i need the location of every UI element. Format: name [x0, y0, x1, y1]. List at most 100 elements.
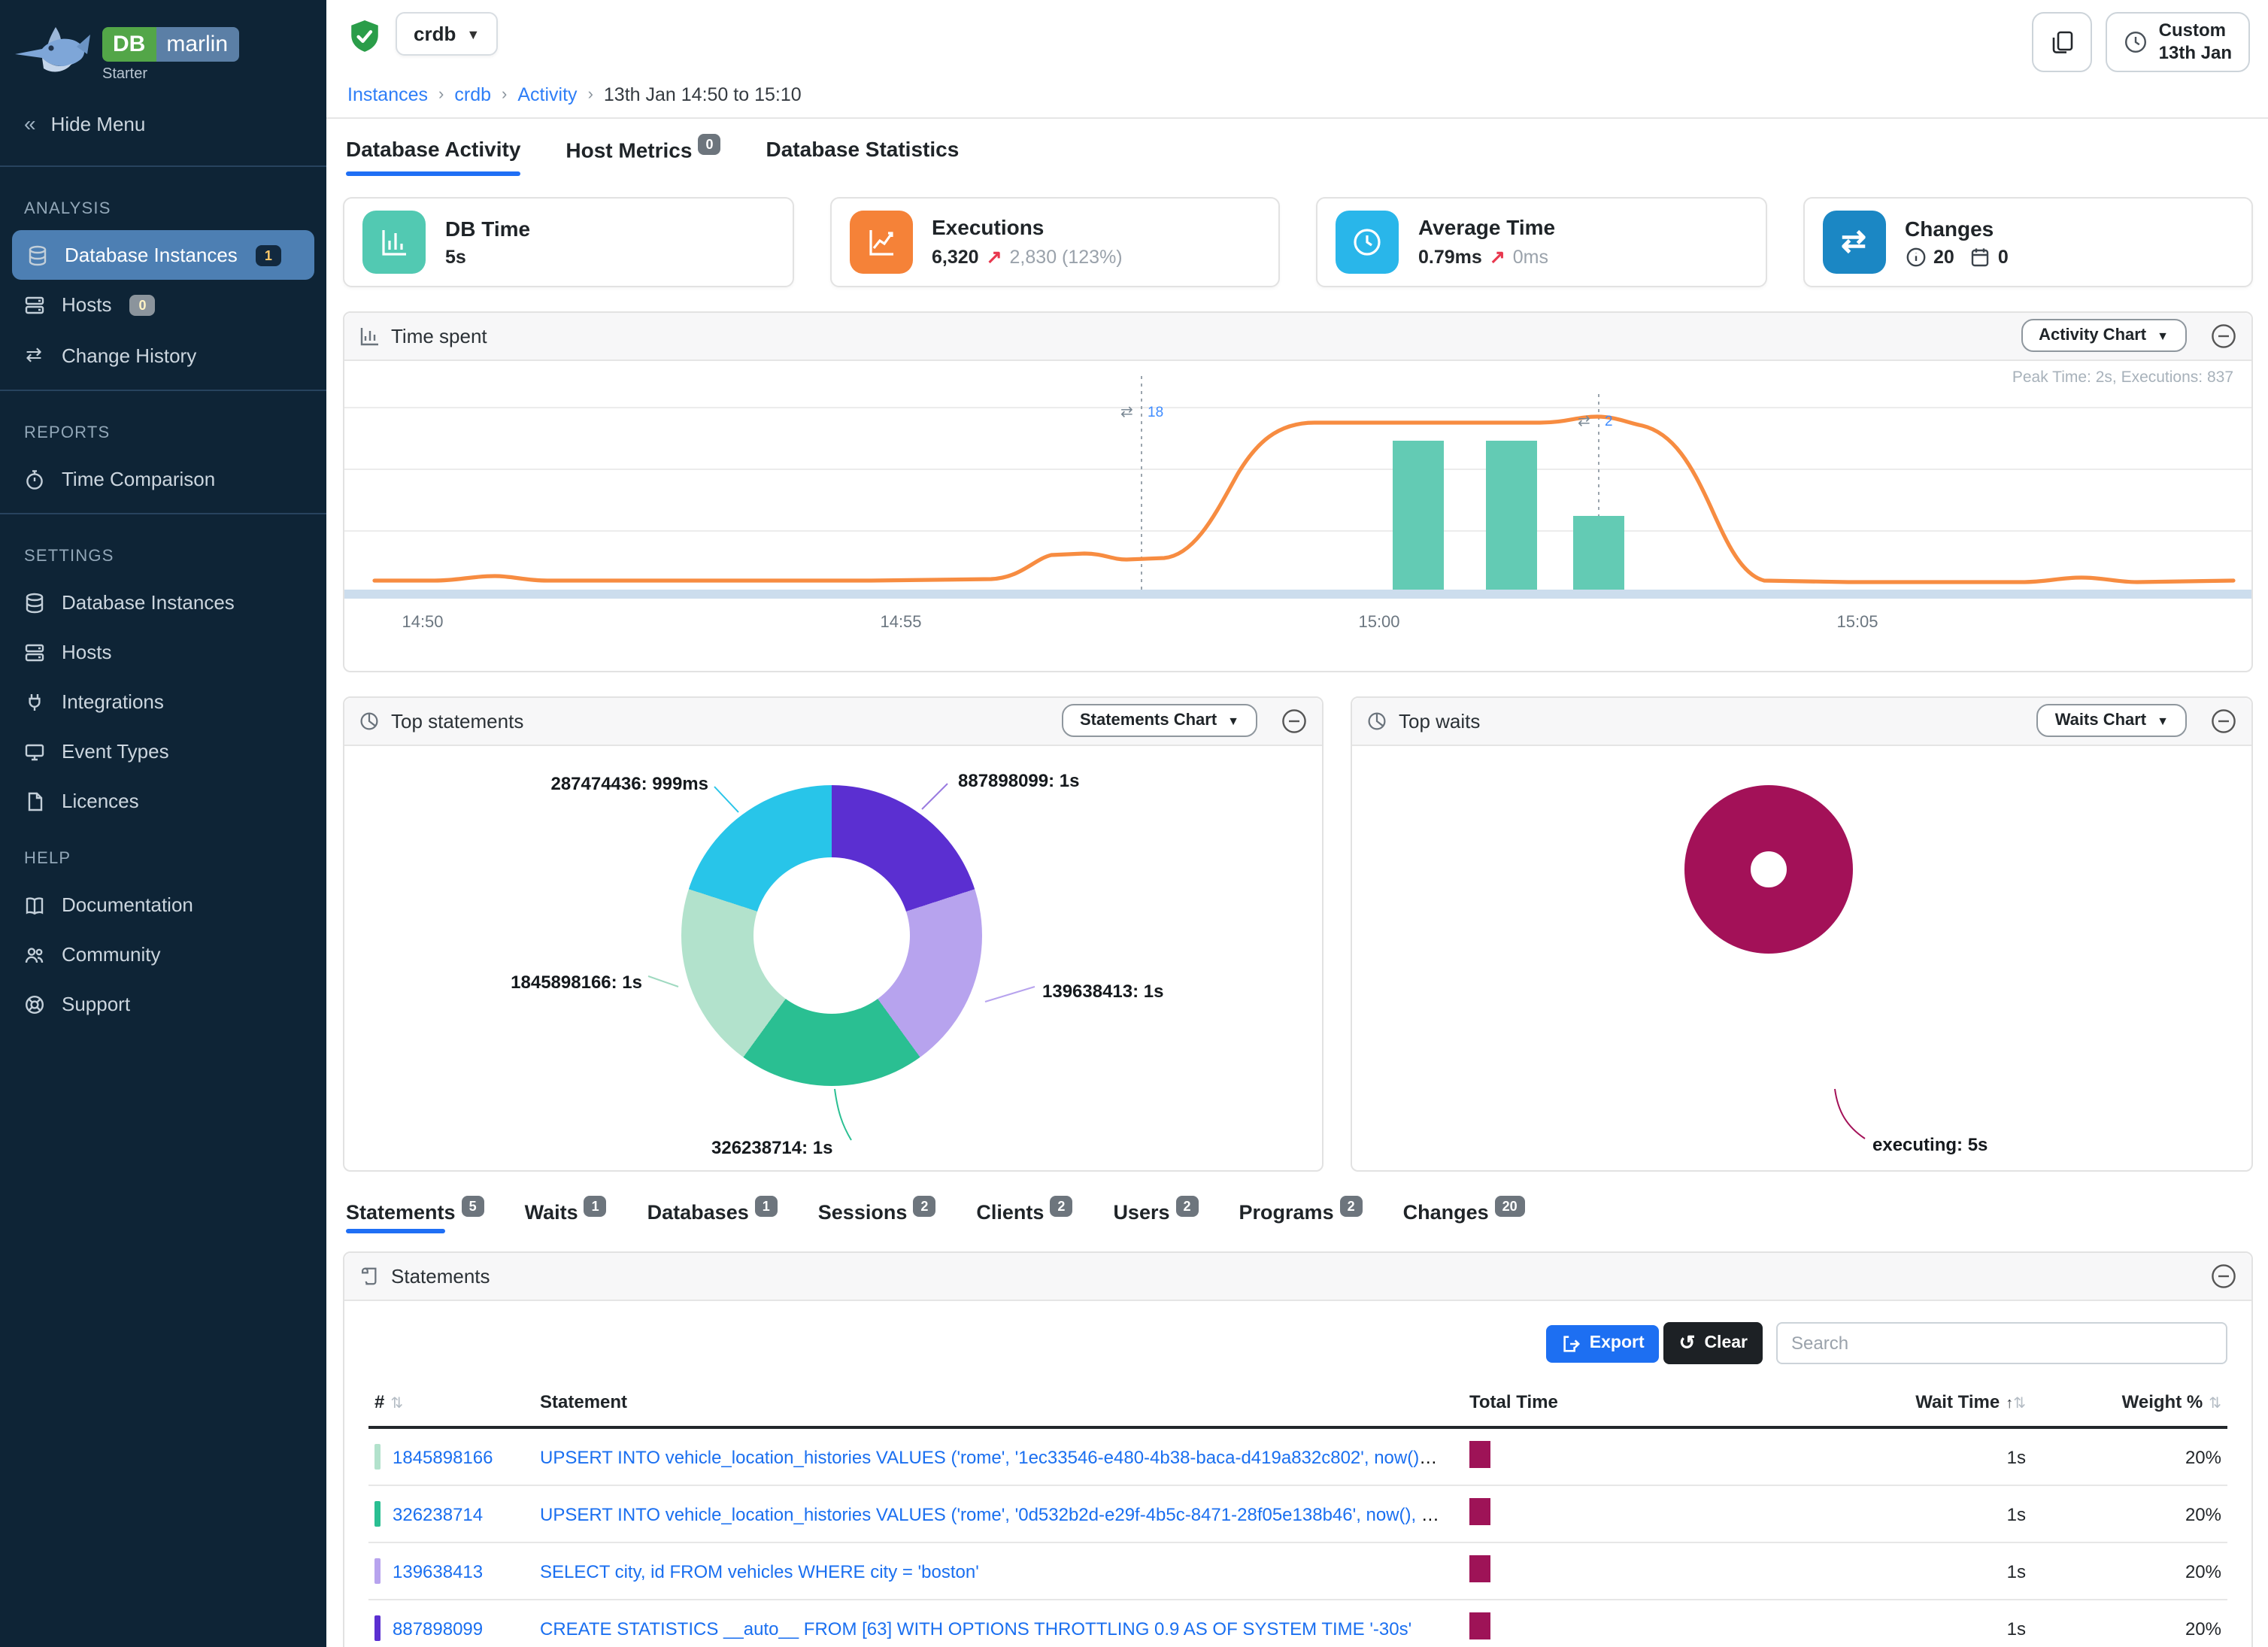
sidebar-item-database-instances[interactable]: Database Instances 1 — [12, 230, 314, 280]
tab-database-statistics[interactable]: Database Statistics — [766, 137, 960, 161]
sidebar-item-label: Database Instances — [62, 591, 235, 614]
statement-sql-link[interactable]: CREATE STATISTICS __auto__ FROM [63] WIT… — [540, 1618, 1412, 1639]
peak-note: Peak Time: 2s, Executions: 837 — [2012, 368, 2233, 385]
sidebar-item-label: Documentation — [62, 893, 193, 916]
sidebar-item-change-history[interactable]: ⇄ Change History — [0, 329, 326, 381]
people-icon — [21, 944, 47, 965]
hide-menu-button[interactable]: « Hide Menu — [0, 90, 326, 156]
event-bar[interactable] — [1573, 515, 1624, 590]
sidebar-item-hosts[interactable]: Hosts 0 — [0, 280, 326, 329]
activity-chart-selector[interactable]: Activity Chart ▼ — [2021, 319, 2187, 353]
statement-sql-link[interactable]: UPSERT INTO vehicle_location_histories V… — [540, 1446, 1469, 1468]
weight-value: 20% — [2185, 1618, 2221, 1639]
sidebar-item-settings-hosts[interactable]: Hosts — [0, 627, 326, 677]
statement-id-link[interactable]: 1845898166 — [393, 1447, 493, 1469]
sort-icon: ⇅ — [2209, 1396, 2221, 1413]
sidebar-item-integrations[interactable]: Integrations — [0, 677, 326, 726]
statement-sql-link[interactable]: SELECT city, id FROM vehicles WHERE city… — [540, 1561, 979, 1582]
clear-button[interactable]: ↺ Clear — [1663, 1322, 1763, 1365]
tab-database-activity[interactable]: Database Activity — [346, 137, 521, 175]
copy-icon — [2053, 31, 2073, 53]
collapse-icon: « — [24, 111, 36, 135]
time-spent-chart[interactable]: Peak Time: 2s, Executions: 837 ⇄ 18 ⇄ 2 — [344, 360, 2251, 670]
waits-donut-chart: executing: 5s — [1352, 745, 2251, 1169]
breadcrumb-range: 13th Jan 14:50 to 15:10 — [603, 84, 802, 105]
search-input[interactable] — [1776, 1322, 2227, 1365]
col-num[interactable]: # ⇅ — [374, 1391, 404, 1413]
statement-color-chip — [374, 1501, 381, 1527]
tab-badge: 1 — [584, 1195, 607, 1217]
weight-value: 20% — [2185, 1561, 2221, 1582]
breadcrumb-instances[interactable]: Instances — [347, 84, 429, 105]
server-icon — [21, 642, 47, 663]
tab-host-metrics[interactable]: Host Metrics 0 — [565, 134, 721, 175]
sidebar-item-label: Database Instances — [65, 244, 238, 266]
statements-donut[interactable] — [681, 784, 982, 1086]
tab-programs[interactable]: Programs 2 — [1239, 1195, 1363, 1233]
main-tabs: Database Activity Host Metrics 0 Database… — [346, 134, 2250, 175]
tab-sessions[interactable]: Sessions 2 — [818, 1195, 936, 1233]
sidebar-item-event-types[interactable]: Event Types — [0, 726, 326, 776]
collapse-panel-button[interactable] — [2211, 1263, 2236, 1289]
col-statement[interactable]: Statement — [540, 1391, 628, 1413]
statements-chart-selector[interactable]: Statements Chart ▼ — [1062, 704, 1257, 738]
table-row: 1845898166 UPSERT INTO vehicle_location_… — [368, 1429, 2227, 1487]
database-icon — [21, 592, 47, 613]
breadcrumb-activity[interactable]: Activity — [517, 84, 578, 105]
sidebar-item-label: Integrations — [62, 690, 164, 713]
waits-donut[interactable] — [1684, 784, 1853, 954]
sidebar-item-time-comparison[interactable]: Time Comparison — [0, 454, 326, 504]
col-wait-time[interactable]: Wait Time ↑⇅ — [1915, 1391, 2026, 1413]
sidebar-item-documentation[interactable]: Documentation — [0, 880, 326, 930]
main-area: crdb ▼ Custom 13th Jan — [326, 0, 2268, 1647]
table-row: 887898099 CREATE STATISTICS __auto__ FRO… — [368, 1600, 2227, 1647]
info-count: 20 — [1933, 246, 1954, 268]
tab-clients[interactable]: Clients 2 — [976, 1195, 1073, 1233]
kpi-changes: ⇄ Changes 20 0 — [1803, 196, 2253, 287]
tab-waits[interactable]: Waits 1 — [525, 1195, 607, 1233]
change-annotation-icon[interactable]: ⇄ — [1578, 412, 1590, 429]
waits-chart-selector[interactable]: Waits Chart ▼ — [2036, 704, 2187, 738]
sidebar-item-settings-database-instances[interactable]: Database Instances — [0, 578, 326, 627]
collapse-panel-button[interactable] — [2211, 323, 2236, 348]
statement-color-chip — [374, 1558, 381, 1585]
export-button[interactable]: Export — [1545, 1324, 1660, 1363]
sidebar-item-support[interactable]: Support — [0, 979, 326, 1029]
kpi-row: DB Time 5s Executions 6,320 ↗ 2,830 (123… — [343, 196, 2253, 287]
wait-time-value: 1s — [2006, 1561, 2026, 1582]
statement-sql-link[interactable]: UPSERT INTO vehicle_location_histories V… — [540, 1503, 1469, 1525]
event-bar[interactable] — [1486, 440, 1537, 590]
time-range-button[interactable]: Custom 13th Jan — [2106, 12, 2250, 72]
change-annotation-icon[interactable]: ⇄ — [1120, 403, 1133, 420]
slice-label: 1845898166: 1s — [511, 971, 642, 993]
col-weight[interactable]: Weight % ⇅ — [2121, 1391, 2221, 1413]
statement-id-link[interactable]: 887898099 — [393, 1618, 484, 1640]
slice-label: 287474436: 999ms — [550, 772, 708, 794]
timer-icon — [21, 469, 47, 490]
bar-chart-icon — [362, 210, 426, 274]
tab-databases[interactable]: Databases 1 — [647, 1195, 778, 1233]
sidebar-item-licences[interactable]: Licences — [0, 776, 326, 826]
collapse-panel-button[interactable] — [2211, 708, 2236, 733]
statement-id-link[interactable]: 139638413 — [393, 1561, 484, 1583]
brand-db: DB — [102, 27, 156, 62]
breadcrumb-crdb[interactable]: crdb — [454, 84, 492, 105]
statement-id-link[interactable]: 326238714 — [393, 1504, 484, 1526]
x-tick: 15:00 — [1358, 611, 1399, 630]
scroll-icon — [359, 1266, 379, 1286]
collapse-panel-button[interactable] — [1281, 708, 1307, 733]
event-bar[interactable] — [1393, 440, 1444, 590]
slice-label: executing: 5s — [1872, 1133, 1988, 1155]
tab-users[interactable]: Users 2 — [1113, 1195, 1199, 1233]
tab-changes[interactable]: Changes 20 — [1403, 1195, 1525, 1233]
slice-label: 139638413: 1s — [1042, 980, 1164, 1002]
instance-selector[interactable]: crdb ▼ — [396, 12, 499, 56]
sidebar-item-community[interactable]: Community — [0, 930, 326, 979]
kpi-value: 6,320 — [932, 246, 979, 268]
col-total-time[interactable]: Total Time — [1469, 1391, 1558, 1413]
tab-statements[interactable]: Statements 5 — [346, 1195, 484, 1233]
export-icon — [1563, 1335, 1580, 1351]
copy-link-button[interactable] — [2032, 12, 2093, 72]
brand-wordmark: DB marlin — [102, 27, 239, 62]
